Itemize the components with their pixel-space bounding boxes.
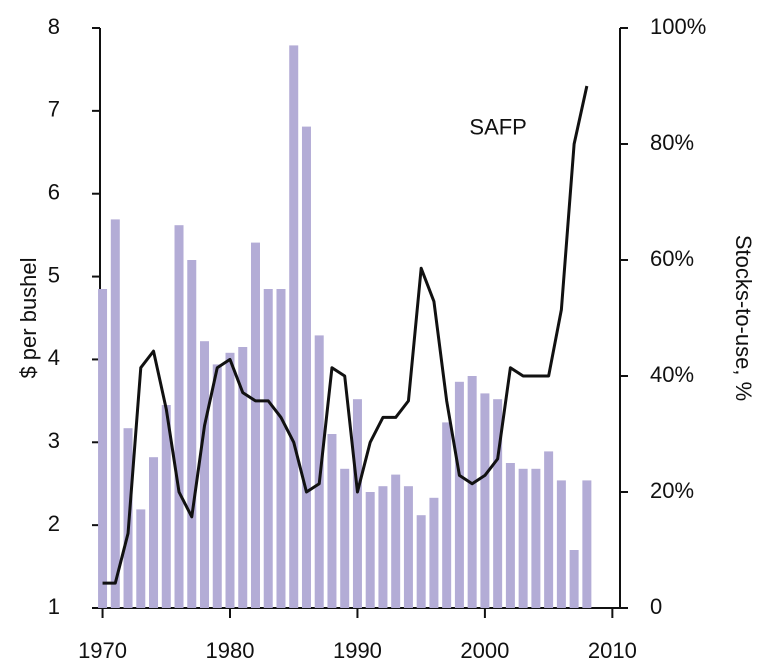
bar: [403, 486, 413, 608]
bar: [238, 347, 248, 608]
y-tick-label: 7: [48, 97, 60, 122]
bar: [454, 381, 464, 608]
bar: [301, 126, 311, 608]
bar: [289, 45, 299, 608]
bar: [340, 468, 350, 608]
bar: [556, 480, 566, 608]
bar: [391, 474, 401, 608]
x-tick-label: 1980: [206, 638, 255, 663]
bar: [352, 399, 362, 608]
bar: [98, 289, 108, 608]
bar: [149, 457, 159, 608]
y2-tick-label: 20%: [650, 478, 694, 503]
line: [102, 85, 589, 585]
y-tick-label: 5: [48, 262, 60, 287]
bar: [480, 393, 490, 608]
x-tick-label: 2010: [588, 638, 637, 663]
bar: [582, 480, 592, 608]
bar: [505, 463, 515, 608]
bar: [174, 225, 184, 608]
y-tick-label: 8: [48, 14, 60, 39]
y2-tick-label: 60%: [650, 246, 694, 271]
bar: [212, 364, 222, 608]
bar: [327, 434, 337, 608]
bar: [161, 405, 171, 608]
y2-tick-label: 40%: [650, 362, 694, 387]
x-tick-label: 1990: [333, 638, 382, 663]
bar: [569, 550, 579, 608]
bar: [110, 219, 120, 608]
bar: [416, 515, 426, 608]
series-label: SAFP: [469, 115, 526, 140]
bar: [225, 352, 235, 608]
y-tick-label: 2: [48, 511, 60, 536]
bar: [531, 468, 541, 608]
y2-tick-label: 100%: [650, 14, 706, 39]
y2-tick-label: 80%: [650, 130, 694, 155]
y2-axis-label: Stocks-to-use, %: [731, 235, 756, 401]
y2-tick-label: 0: [650, 594, 662, 619]
y-tick-label: 3: [48, 428, 60, 453]
bar: [429, 497, 439, 608]
bar: [365, 492, 375, 608]
bar: [200, 341, 210, 608]
bar: [136, 509, 146, 608]
y-axis-label: $ per bushel: [16, 257, 41, 378]
y-tick-label: 6: [48, 180, 60, 205]
bar: [263, 289, 273, 608]
bar: [442, 422, 452, 608]
y-tick-label: 1: [48, 594, 60, 619]
bar: [467, 376, 477, 608]
y-tick-label: 4: [48, 345, 60, 370]
bar: [250, 242, 260, 608]
bar: [378, 486, 388, 608]
bar: [276, 289, 286, 608]
x-tick-label: 2000: [460, 638, 509, 663]
bar: [518, 468, 528, 608]
bar: [493, 399, 503, 608]
bar: [187, 260, 197, 608]
x-tick-label: 1970: [78, 638, 127, 663]
bar: [544, 451, 554, 608]
